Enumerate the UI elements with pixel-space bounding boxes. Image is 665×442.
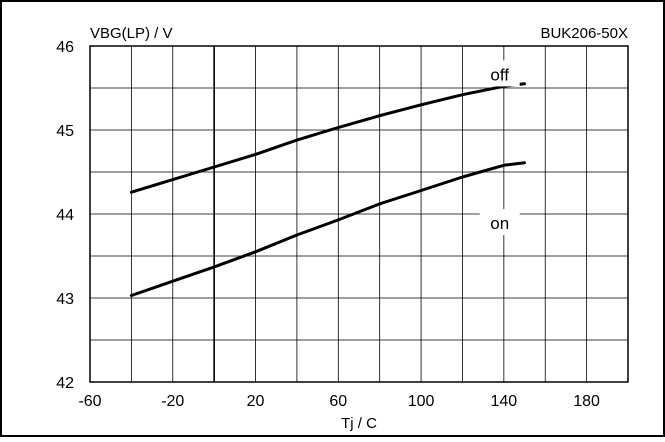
x-tick-label: 20 [247,393,265,410]
y-tick-label: 43 [56,291,74,308]
series-lines [129,82,526,297]
series-label-background [479,209,520,236]
x-tick-label: 60 [329,393,347,410]
series-label-background [479,60,520,87]
x-axis-label: Tj / C [341,415,377,432]
plot-border [89,45,629,383]
x-tick-label: -20 [161,393,184,410]
y-tick-label: 42 [56,375,74,392]
y-tick-label: 45 [56,123,74,140]
series-line-off [129,82,526,194]
y-axis-label: VBG(LP) / V [90,25,173,42]
y-tick-label: 46 [56,39,74,56]
series-label-off: off [490,65,509,84]
x-tick-label: 180 [573,393,600,410]
x-tick-labels: -60 -20 20 60 100 140 180 [78,393,600,410]
x-tick-label: -60 [78,393,101,410]
series-label-on: on [490,214,509,233]
y-tick-label: 44 [56,207,74,224]
series-labels: off on [479,60,520,236]
y-tick-labels: 42 43 44 45 46 [56,39,74,392]
series-line-on [129,161,526,297]
x-tick-label: 100 [408,393,435,410]
grid [90,46,628,382]
part-number-label: BUK206-50X [540,25,628,42]
x-tick-label: 140 [490,393,517,410]
